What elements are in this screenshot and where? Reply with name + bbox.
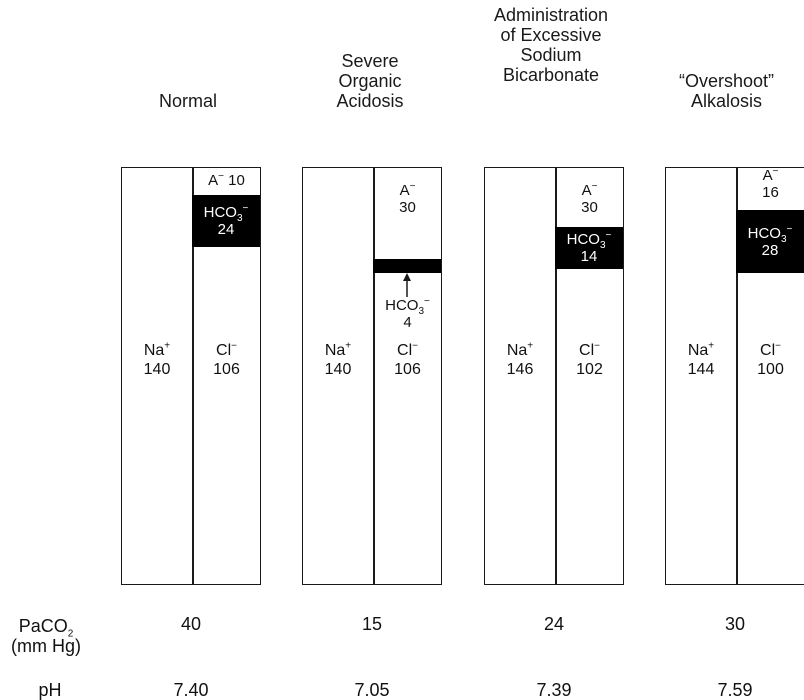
sodium-label: Na+ 144 xyxy=(666,341,736,379)
chloride-value: 106 xyxy=(394,361,421,378)
bicarbonate-value: 14 xyxy=(580,248,598,265)
paco2-value-alkalosis: 30 xyxy=(724,614,746,634)
bicarbonate-value: 24 xyxy=(217,221,235,238)
paco2-value-acidosis: 15 xyxy=(361,614,383,634)
heading-line: Acidosis xyxy=(336,91,404,111)
heading-administration-sodium-bicarbonate: Administration of Excessive Sodium Bicar… xyxy=(466,5,636,85)
heading-line: Normal xyxy=(158,91,217,111)
sodium-value: 140 xyxy=(143,361,171,378)
chloride-value: 106 xyxy=(213,361,240,378)
chloride-label: Cl− 102 xyxy=(556,341,623,379)
heading-line: “Overshoot” xyxy=(678,71,775,91)
ph-value-acidosis: 7.05 xyxy=(354,680,390,700)
heading-line: Alkalosis xyxy=(690,91,763,111)
bicarbonate-block xyxy=(373,259,441,273)
chloride-label: Cl− 100 xyxy=(737,341,804,379)
chloride-value: 102 xyxy=(576,361,603,378)
ph-row-label: pH xyxy=(38,680,62,700)
sodium-value: 146 xyxy=(506,361,534,378)
a-minus-label: A− 10 xyxy=(208,171,245,190)
paco2-unit: (mm Hg) xyxy=(11,636,81,656)
heading-line: Administration xyxy=(493,5,609,25)
heading-overshoot-alkalosis: “Overshoot” Alkalosis xyxy=(649,71,804,111)
cation-anion-divider xyxy=(736,168,738,584)
a-minus-value: 30 xyxy=(399,199,416,216)
chloride-label: Cl− 106 xyxy=(374,341,441,379)
sodium-value: 144 xyxy=(687,361,715,378)
a-minus-label: A− 30 xyxy=(556,182,623,217)
cation-anion-divider xyxy=(373,168,375,584)
heading-line: of Excessive xyxy=(500,25,602,45)
chloride-label: Cl− 106 xyxy=(193,341,260,379)
heading-line: Bicarbonate xyxy=(502,65,600,85)
bicarbonate-label: HCO3− xyxy=(203,203,249,224)
heading-severe-organic-acidosis: Severe Organic Acidosis xyxy=(285,51,455,111)
gamblegram-severe-organic-acidosis: A− 30 HCO3− 4 Na+ 140 Cl− 106 xyxy=(302,167,442,585)
ph-value-alkalosis: 7.59 xyxy=(717,680,753,700)
ph-value-bicarbonate: 7.39 xyxy=(536,680,572,700)
cation-anion-divider xyxy=(555,168,557,584)
a-minus-value: 30 xyxy=(581,199,598,216)
bicarbonate-value: 4 xyxy=(403,314,412,331)
bicarbonate-block: HCO3− 24 xyxy=(192,195,260,247)
sodium-label: Na+ 140 xyxy=(122,341,192,379)
a-minus-value: 16 xyxy=(762,184,779,201)
arrow-up-icon xyxy=(403,273,411,297)
gamblegram-sodium-bicarbonate: A− 30 HCO3− 14 Na+ 146 Cl− 102 xyxy=(484,167,624,585)
bicarbonate-block: HCO3− 14 xyxy=(555,227,623,269)
gamblegram-normal: A− 10 HCO3− 24 Na+ 140 Cl− 106 xyxy=(121,167,261,585)
bicarbonate-label: HCO3− xyxy=(566,230,612,251)
chloride-value: 100 xyxy=(757,361,784,378)
gamblegram-overshoot-alkalosis: A− 16 HCO3− 28 Na+ 144 Cl− 100 xyxy=(665,167,804,585)
heading-line: Sodium xyxy=(520,45,582,65)
ph-value-normal: 7.40 xyxy=(173,680,209,700)
heading-line: Organic xyxy=(338,71,402,91)
cation-anion-divider xyxy=(192,168,194,584)
sodium-label: Na+ 140 xyxy=(303,341,373,379)
bicarbonate-label: HCO3− xyxy=(747,223,793,245)
a-minus-value: 10 xyxy=(228,172,245,189)
sodium-label: Na+ 146 xyxy=(485,341,555,379)
bicarbonate-value: 28 xyxy=(761,241,779,259)
paco2-row-label: PaCO2 (mm Hg) xyxy=(0,616,92,656)
a-minus-label: A− 16 xyxy=(737,167,804,202)
sodium-value: 140 xyxy=(324,361,352,378)
a-minus-label: A− 30 xyxy=(374,182,441,217)
bicarbonate-block: HCO3− 28 xyxy=(736,210,804,273)
bicarbonate-label: HCO3− 4 xyxy=(374,297,441,332)
paco2-value-normal: 40 xyxy=(180,614,202,634)
heading-normal: Normal xyxy=(103,91,273,111)
heading-line: Severe xyxy=(341,51,399,71)
paco2-value-bicarbonate: 24 xyxy=(543,614,565,634)
